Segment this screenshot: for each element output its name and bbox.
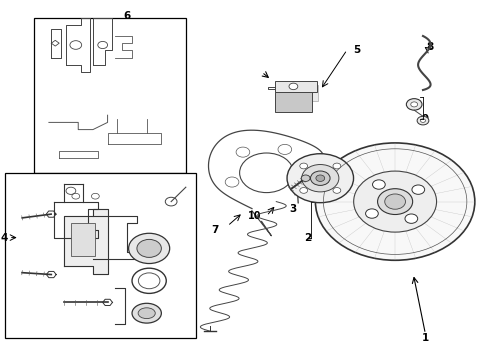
Polygon shape: [63, 209, 107, 274]
Text: 7: 7: [211, 225, 219, 235]
Bar: [5, 173, 195, 338]
Circle shape: [299, 163, 307, 169]
Circle shape: [128, 233, 169, 264]
Circle shape: [137, 239, 161, 257]
Circle shape: [410, 102, 417, 107]
Circle shape: [365, 209, 378, 218]
Circle shape: [288, 83, 297, 90]
Text: 3: 3: [289, 204, 296, 214]
Circle shape: [239, 153, 293, 193]
Text: 2: 2: [304, 233, 311, 243]
Bar: [34, 18, 185, 173]
Circle shape: [372, 180, 385, 189]
Circle shape: [353, 171, 436, 232]
Circle shape: [332, 163, 340, 169]
Bar: [275, 92, 311, 112]
Circle shape: [277, 144, 291, 154]
Text: 5: 5: [353, 45, 360, 55]
Circle shape: [310, 171, 329, 185]
Text: 9: 9: [421, 114, 428, 124]
Circle shape: [225, 177, 239, 187]
Circle shape: [301, 165, 338, 192]
Circle shape: [301, 175, 309, 181]
Circle shape: [315, 175, 324, 181]
Text: 8: 8: [426, 42, 433, 52]
Ellipse shape: [138, 308, 155, 319]
Text: 4: 4: [1, 233, 8, 243]
Circle shape: [377, 189, 412, 215]
Bar: [71, 223, 95, 256]
Bar: [275, 81, 316, 92]
Ellipse shape: [132, 303, 161, 323]
Text: 6: 6: [123, 11, 130, 21]
Circle shape: [406, 99, 421, 110]
Circle shape: [236, 147, 249, 157]
Bar: [288, 85, 317, 101]
Text: 1: 1: [421, 333, 428, 343]
Circle shape: [404, 214, 417, 223]
Text: 10: 10: [247, 211, 261, 221]
Circle shape: [411, 185, 424, 194]
Circle shape: [286, 154, 353, 203]
Circle shape: [384, 194, 405, 209]
Circle shape: [420, 119, 425, 122]
Circle shape: [315, 143, 474, 260]
Circle shape: [332, 188, 340, 193]
Circle shape: [416, 116, 428, 125]
Circle shape: [299, 188, 307, 193]
